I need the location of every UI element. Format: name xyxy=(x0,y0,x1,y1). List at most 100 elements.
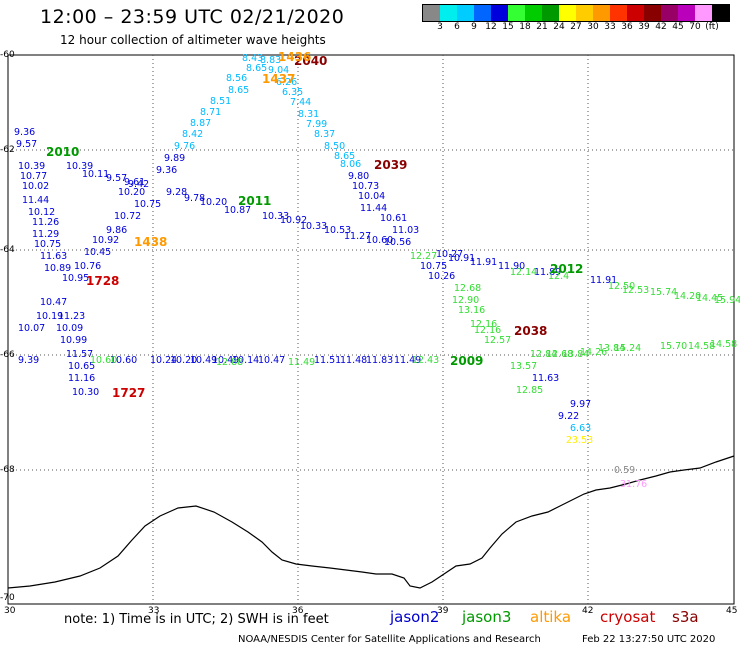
wave-height-value: 8.42 xyxy=(182,129,204,140)
longitude-label: 42 xyxy=(582,606,594,616)
wave-height-value: 14.58 xyxy=(688,341,716,352)
wave-height-value: 9.36 xyxy=(156,165,178,176)
longitude-label: 45 xyxy=(726,606,738,616)
wave-height-value: 12.16 xyxy=(470,319,498,330)
colorbar-label: 30 xyxy=(587,22,599,32)
wave-height-value: 9.42 xyxy=(128,179,150,190)
wave-height-value: 9.22 xyxy=(558,411,580,422)
wave-height-value: 10.02 xyxy=(22,181,50,192)
wave-height-value: 12.90 xyxy=(452,295,480,306)
wave-height-value: 8.65 xyxy=(228,85,250,96)
wave-height-value: 14.20 xyxy=(674,291,702,302)
wave-height-value: 10.95 xyxy=(62,273,90,284)
colorbar-swatch xyxy=(525,5,542,21)
wave-height-value: 11.63 xyxy=(40,251,68,262)
pass-time-label: 2010 xyxy=(46,145,80,159)
wave-height-value: 10.87 xyxy=(224,205,252,216)
wave-height-value: 7.99 xyxy=(306,119,328,130)
wave-height-value: 8.71 xyxy=(200,107,222,118)
latitude-label: -68 xyxy=(0,465,15,475)
latitude-label: -62 xyxy=(0,145,15,155)
wave-height-value: 12.68 xyxy=(546,349,574,360)
wave-height-value: 11.51 xyxy=(314,355,342,366)
wave-height-value: 10.27 xyxy=(436,249,464,260)
colorbar-label: 9 xyxy=(471,22,477,32)
wave-height-value: 11.27 xyxy=(344,231,372,242)
latitude-label: -66 xyxy=(0,350,15,360)
wave-height-value: 31.76 xyxy=(620,479,648,490)
colorbar-swatch xyxy=(678,5,695,21)
wave-height-value: 15.70 xyxy=(660,341,688,352)
colorbar-label: 45 xyxy=(672,22,684,32)
wave-height-value: 10.60 xyxy=(110,355,138,366)
wave-height-value: 10.92 xyxy=(280,215,308,226)
wave-height-value: 11.16 xyxy=(68,373,96,384)
colorbar-swatch xyxy=(559,5,576,21)
wave-height-value: 8.65 xyxy=(246,63,268,74)
colorbar-label: 36 xyxy=(621,22,633,32)
wave-height-value: 11.49 xyxy=(394,355,422,366)
wave-height-value: 9.57 xyxy=(106,173,128,184)
wave-height-value: 12.84 xyxy=(530,349,558,360)
colorbar-swatch xyxy=(508,5,525,21)
colorbar-swatch xyxy=(576,5,593,21)
wave-height-value: 9.04 xyxy=(268,65,290,76)
wave-height-value: 12.43 xyxy=(412,355,440,366)
wave-height-value: 13.57 xyxy=(510,361,538,372)
wave-height-value: 10.33 xyxy=(300,221,328,232)
pass-time-label: 1436 xyxy=(278,50,312,64)
wave-height-value: 10.65 xyxy=(68,361,96,372)
pass-time-label: 2038 xyxy=(514,324,548,338)
wave-height-value: 12.27 xyxy=(410,251,438,262)
mission-legend-jason2: jason2 xyxy=(390,608,440,626)
wave-height-value: 10.45 xyxy=(84,247,112,258)
wave-height-value: 15.94 xyxy=(714,295,740,306)
colorbar-label: 6 xyxy=(454,22,460,32)
wave-height-value: 14.26 xyxy=(580,347,608,358)
colorbar-swatch xyxy=(457,5,474,21)
pass-time-label: 1437 xyxy=(262,72,296,86)
wave-height-value: 9.86 xyxy=(106,225,128,236)
pass-time-label: 2040 xyxy=(294,54,328,68)
wave-height-value: 10.91 xyxy=(448,253,476,264)
wave-height-value: 10.26 xyxy=(428,271,456,282)
wave-height-value: 11.89 xyxy=(534,267,562,278)
footnote: note: 1) Time is in UTC; 2) SWH is in fe… xyxy=(64,612,329,627)
wave-height-value: 10.20 xyxy=(170,355,198,366)
colorbar-swatch xyxy=(542,5,559,21)
wave-height-value: 13.84 xyxy=(598,343,626,354)
colorbar-label: 42 xyxy=(655,22,667,32)
mission-legend-cryosat: cryosat xyxy=(600,608,656,626)
wave-height-value: 6.35 xyxy=(282,87,304,98)
wave-height-value: 8.51 xyxy=(210,96,232,107)
wave-height-value: 12.68 xyxy=(454,283,482,294)
colorbar-label: 12 xyxy=(485,22,497,32)
antarctic-coastline xyxy=(7,455,735,589)
wave-height-value: 10.47 xyxy=(258,355,286,366)
wave-height-value: 10.75 xyxy=(134,199,162,210)
wave-height-value: 9.36 xyxy=(14,127,36,138)
wave-height-value: 12.14 xyxy=(510,267,538,278)
graticule xyxy=(8,55,734,604)
wave-height-value: 8.65 xyxy=(334,151,356,162)
wave-height-value: 10.30 xyxy=(72,387,100,398)
pass-time-label: 1438 xyxy=(134,235,168,249)
colorbar-swatch xyxy=(474,5,491,21)
credit-line: NOAA/NESDIS Center for Satellite Applica… xyxy=(238,634,541,645)
wave-height-value: 10.72 xyxy=(114,211,142,222)
wave-height-value: 8.06 xyxy=(340,159,362,170)
wave-height-value: 11.57 xyxy=(66,349,94,360)
colorbar-label: (ft) xyxy=(705,22,719,32)
mission-legend-s3a: s3a xyxy=(672,608,699,626)
wave-height-value: 11.23 xyxy=(58,311,86,322)
wave-height-value: 9.80 xyxy=(348,171,370,182)
wave-height-value: 8.31 xyxy=(298,109,320,120)
wave-height-value: 23.53 xyxy=(566,435,594,446)
wave-height-value: 10.07 xyxy=(18,323,46,334)
wave-height-value: 10.20 xyxy=(200,197,228,208)
colorbar-swatch xyxy=(491,5,508,21)
mission-legend-altika: altika xyxy=(530,608,572,626)
wave-height-value: 9.78 xyxy=(184,193,206,204)
map-title: 12:00 – 23:59 UTC 02/21/2020 xyxy=(40,6,345,28)
wave-height-value: 10.20 xyxy=(118,187,146,198)
